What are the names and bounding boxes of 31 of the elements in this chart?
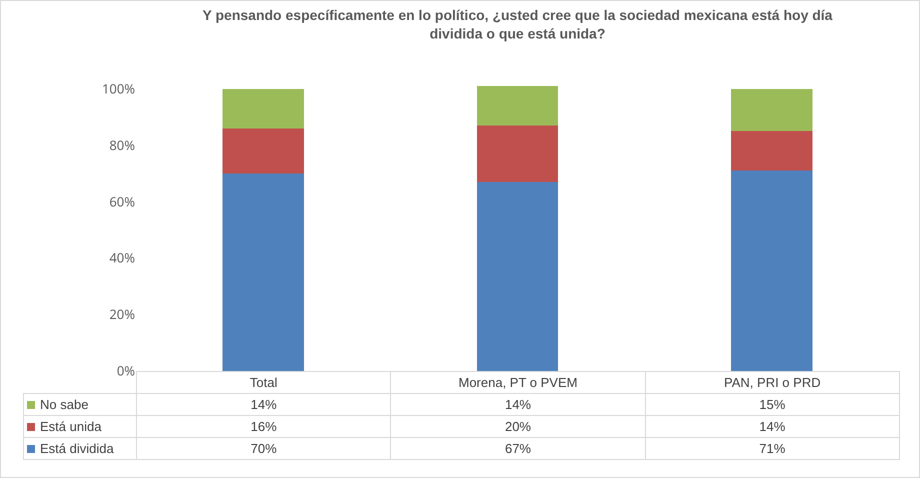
- data-label: 14%: [136, 394, 391, 416]
- data-label: 67%: [390, 438, 646, 460]
- bar: [476, 182, 558, 371]
- bar: [731, 170, 813, 371]
- y-tick-label: 20%: [109, 305, 136, 324]
- bar: [222, 88, 304, 128]
- x-tick-label: PAN, PRI o PRD: [645, 372, 900, 394]
- x-tick-label: Total: [136, 372, 391, 394]
- data-label: 71%: [645, 438, 900, 460]
- bar: [222, 128, 304, 174]
- bar: [731, 88, 813, 132]
- data-label: 16%: [136, 416, 391, 438]
- bar: [476, 126, 558, 182]
- chart-title: Y pensando específicamente en lo político, ¿usted cree que la sociedad mexicana está hoy día dividida o que está unida?: [202, 7, 833, 42]
- bar: [476, 86, 558, 126]
- bar: [731, 131, 813, 171]
- data-label: 14%: [390, 394, 646, 416]
- y-tick-label: 80%: [109, 136, 136, 154]
- y-tick-label: 100%: [102, 79, 136, 98]
- legend-label: Está unida: [40, 419, 102, 434]
- data-label: 14%: [645, 416, 900, 438]
- y-tick-label: 40%: [109, 248, 136, 267]
- data-label: 15%: [645, 394, 900, 416]
- bar: [222, 173, 304, 371]
- y-tick-label: 0%: [116, 362, 136, 380]
- x-tick-label: Morena, PT o PVEM: [390, 372, 646, 394]
- y-tick-label: 60%: [109, 192, 136, 210]
- legend-label: Está dividida: [40, 441, 114, 456]
- data-label: 70%: [136, 438, 391, 460]
- legend-label: No sabe: [40, 397, 88, 412]
- data-label: 20%: [390, 416, 646, 438]
